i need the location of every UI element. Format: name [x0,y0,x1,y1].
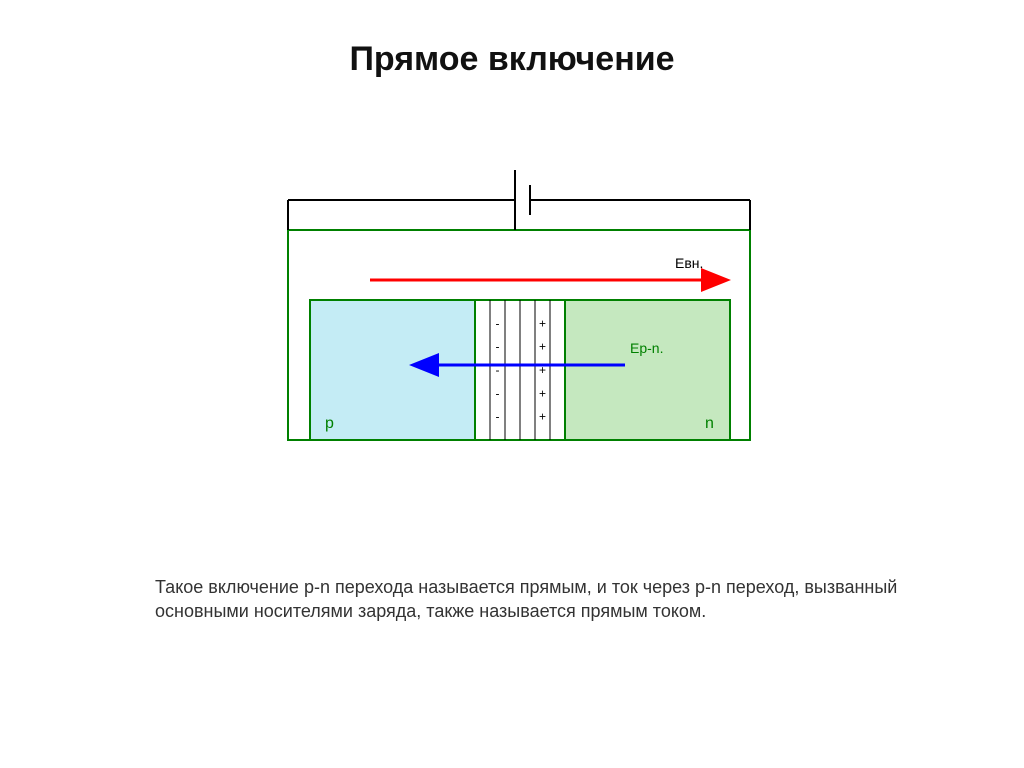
plus-symbol: + [539,386,546,400]
caption-text: Такое включение p-n перехода называется … [155,575,944,624]
minus-symbol: - [496,340,500,354]
e-ext-label: Eвн. [675,255,703,271]
plus-symbol: + [539,410,546,424]
n-region-label: n [705,415,714,432]
minus-symbol: - [496,386,500,400]
plus-symbol: + [539,340,546,354]
p-region [310,300,475,440]
minus-symbol: - [496,410,500,424]
pn-junction-diagram: +Eвн.pn-+-+-+-+-+Ep-n. [270,170,770,540]
plus-symbol: + [539,316,546,330]
minus-symbol: - [496,316,500,330]
p-region-label: p [325,415,334,432]
e-pn-label: Ep-n. [630,340,663,356]
page-title: Прямое включение [0,40,1024,79]
